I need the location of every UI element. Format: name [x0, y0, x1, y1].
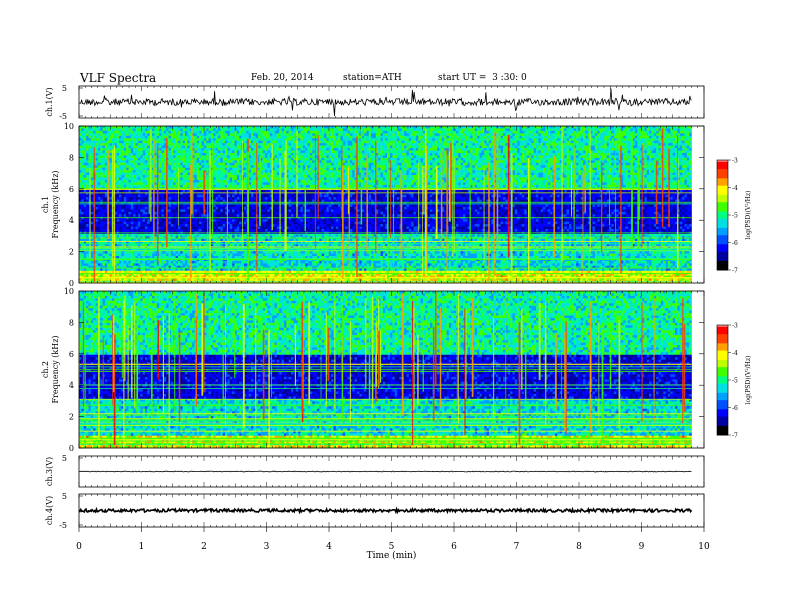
- xtick-label-3: 3: [264, 542, 270, 552]
- spectrogram-2-ytick-0: 0: [69, 444, 74, 453]
- waveform-trace-3: [78, 470, 692, 473]
- spectrogram-1-channel-label: ch.1: [41, 196, 50, 213]
- waveform-0-ytick-0: 5: [62, 84, 67, 93]
- spectrogram-1-ytick-1: 2: [69, 248, 74, 257]
- x-axis-label: Time (min): [367, 550, 417, 561]
- waveform-0-ylabel: ch.1(V): [45, 87, 54, 116]
- station-label: station=ATH: [343, 73, 402, 83]
- xtick-label-5: 5: [389, 542, 395, 552]
- xtick-label-2: 2: [201, 542, 207, 552]
- waveform-3-ytick-0: 5: [62, 454, 67, 463]
- colorbar-1-tick-2: -5: [732, 213, 738, 220]
- colorbar-1-tick-4: -7: [732, 268, 738, 275]
- xtick-label-10: 10: [698, 542, 710, 552]
- spectrogram-2-channel-label: ch.2: [41, 361, 50, 378]
- spectrogram-1-ytick-0: 0: [69, 279, 74, 288]
- spectrogram-2-ytick-2: 4: [69, 381, 74, 390]
- colorbar-1-tick-0: -3: [732, 158, 738, 165]
- xtick-label-7: 7: [514, 542, 520, 552]
- colorbar-2-tick-2: -5: [732, 378, 738, 385]
- spectrogram-2-ytick-1: 2: [69, 413, 74, 422]
- xtick-label-6: 6: [451, 542, 457, 552]
- waveform-4-ytick-0: 5: [62, 492, 67, 501]
- colorbar-2-label: log(PSD)(V²/Hz): [745, 356, 752, 405]
- colorbar-2-tick-1: -4: [732, 350, 738, 357]
- colorbar-1: -3 -4 -5 -6 -7 log(PSD)(V²/Hz): [716, 158, 752, 275]
- spectrogram-2: [78, 291, 704, 449]
- date-label: Feb. 20, 2014: [251, 73, 314, 83]
- colorbar-2-tick-0: -3: [732, 323, 738, 330]
- waveform-0-ytick-1: -5: [59, 112, 67, 121]
- chart-title: VLF Spectra: [80, 71, 156, 85]
- spectrogram-2-ytick-3: 6: [69, 350, 74, 359]
- waveform-4-ylabel: ch.4(V): [45, 496, 54, 525]
- waveform-trace-0: [78, 88, 692, 117]
- xtick-label-0: 0: [76, 542, 82, 552]
- spectrogram-1-ytick-4: 8: [69, 153, 74, 162]
- colorbar-1-label: log(PSD)(V²/Hz): [745, 191, 752, 240]
- waveform-trace-4: [78, 506, 693, 515]
- spectrogram-1: [79, 126, 704, 284]
- spectrogram-1-ytick-5: 10: [64, 122, 74, 131]
- spectrogram-2-ylabel: Frequency (kHz): [51, 335, 60, 403]
- spectrogram-1-ytick-3: 6: [69, 185, 74, 194]
- spectrogram-1-ytick-2: 4: [69, 216, 74, 225]
- colorbar-2-tick-4: -7: [732, 433, 738, 440]
- colorbar-2-tick-3: -6: [732, 405, 738, 412]
- spectrogram-2-ytick-5: 10: [64, 287, 74, 296]
- waveform-4-ytick-1: -5: [59, 521, 67, 530]
- waveform-3-ylabel: ch.3(V): [45, 457, 54, 486]
- colorbar-1-tick-1: -4: [732, 185, 738, 192]
- colorbar-2: -3 -4 -5 -6 -7 log(PSD)(V²/Hz): [716, 323, 752, 440]
- xtick-label-1: 1: [139, 542, 145, 552]
- xtick-label-9: 9: [639, 542, 645, 552]
- spectrogram-2-ytick-4: 8: [69, 318, 74, 327]
- xtick-label-8: 8: [576, 542, 582, 552]
- colorbar-1-tick-3: -6: [732, 240, 738, 247]
- start-time-label: start UT = 3 :30: 0: [438, 73, 527, 83]
- spectrogram-1-ylabel: Frequency (kHz): [51, 170, 60, 238]
- xtick-label-4: 4: [326, 542, 332, 552]
